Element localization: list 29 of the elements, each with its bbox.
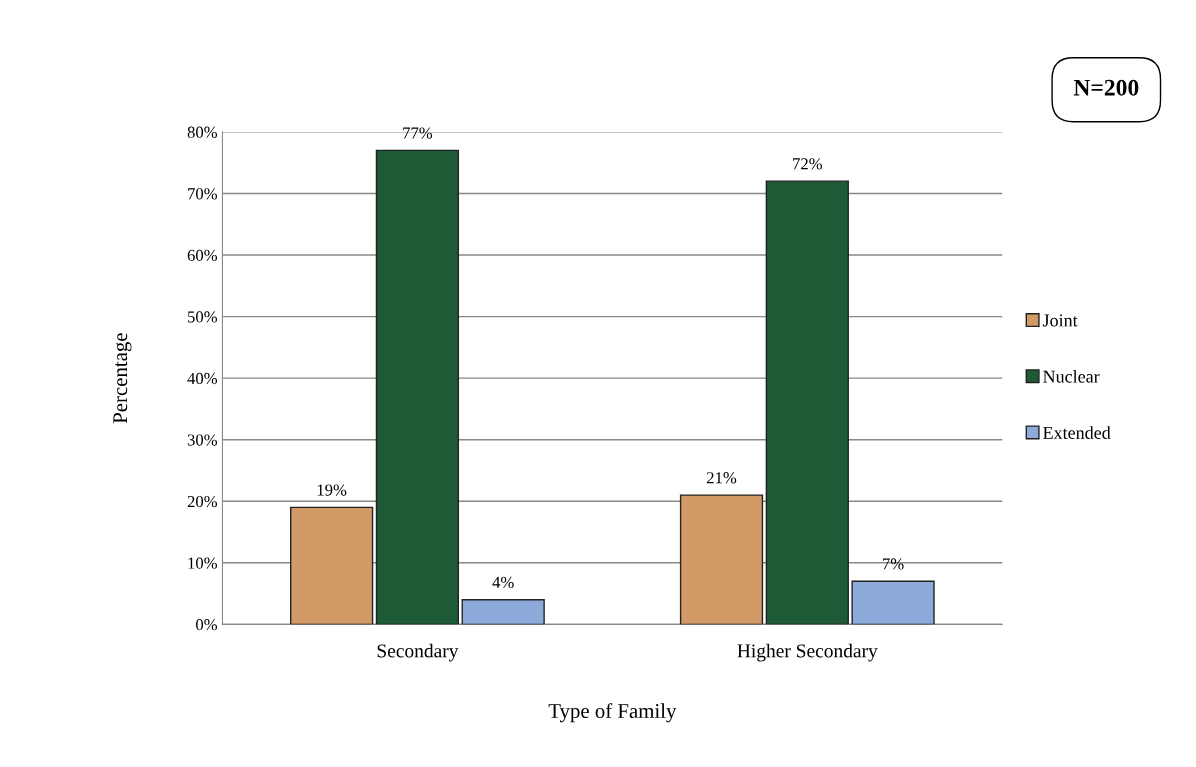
bar (375, 149, 460, 625)
y-tick-label: 80% (187, 126, 218, 138)
y-tick-label: 10% (188, 557, 218, 569)
legend-label: Extended (1043, 426, 1111, 439)
data-label: 77% (403, 127, 433, 139)
y-tick-label: 0% (196, 619, 218, 631)
y-tick-label: 50% (188, 311, 218, 323)
y-tick-label: 60% (187, 249, 218, 262)
bar (765, 180, 849, 625)
y-tick-label: 70% (188, 188, 218, 200)
text: N=200 (1073, 79, 1139, 96)
data-label: 4% (492, 576, 514, 589)
y-axis-title: Percentage (113, 333, 132, 424)
data-label: 72% (793, 158, 823, 170)
data-label: 21% (706, 472, 737, 484)
y-tick-label: 20% (187, 495, 218, 508)
y-tick-label: 40% (187, 372, 218, 385)
y-tick-label: 30% (187, 434, 218, 446)
x-tick-label: Secondary (377, 643, 459, 662)
data-label: 7% (883, 558, 904, 570)
bar (461, 599, 545, 625)
legend-label: Joint (1042, 314, 1078, 327)
x-tick-label: Higher Secondary (737, 643, 878, 662)
bar (289, 506, 374, 625)
legend-label: Nuclear (1043, 370, 1100, 383)
data-label: 19% (317, 484, 347, 496)
bar (679, 494, 764, 625)
x-axis-title: Type of Family (548, 703, 677, 723)
bar (851, 580, 935, 625)
